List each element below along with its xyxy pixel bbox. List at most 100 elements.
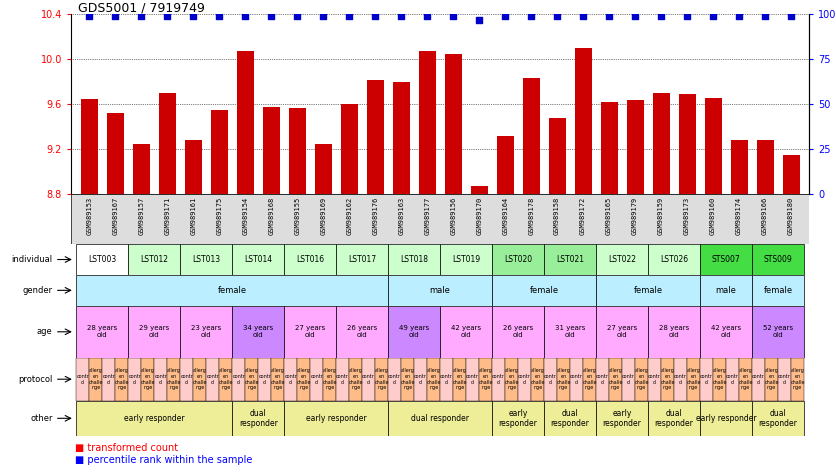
Bar xyxy=(284,401,388,436)
Point xyxy=(161,12,174,20)
Text: GSM989179: GSM989179 xyxy=(632,197,638,235)
Bar xyxy=(791,358,804,401)
Text: GSM989164: GSM989164 xyxy=(502,197,508,235)
Bar xyxy=(505,358,518,401)
Text: allerg
en
challe
nge: allerg en challe nge xyxy=(738,368,752,391)
Bar xyxy=(393,82,410,194)
Bar xyxy=(544,358,557,401)
Text: individual: individual xyxy=(12,255,53,264)
Bar xyxy=(471,186,487,194)
Bar xyxy=(232,306,284,358)
Text: female: female xyxy=(217,286,247,295)
Point xyxy=(238,12,252,20)
Text: LST017: LST017 xyxy=(348,255,376,264)
Text: early responder: early responder xyxy=(696,414,757,423)
Bar xyxy=(674,358,687,401)
Point xyxy=(577,12,590,20)
Bar xyxy=(414,358,427,401)
Bar xyxy=(89,358,102,401)
Point xyxy=(212,12,226,20)
Point xyxy=(784,12,798,20)
Bar xyxy=(128,306,181,358)
Point xyxy=(186,12,200,20)
Bar xyxy=(557,358,570,401)
Text: allerg
en
challe
nge: allerg en challe nge xyxy=(323,368,337,391)
Text: contr
ol: contr ol xyxy=(544,374,557,384)
Point xyxy=(629,12,642,20)
Bar xyxy=(324,358,336,401)
Bar xyxy=(492,401,544,436)
Text: GSM989176: GSM989176 xyxy=(372,197,378,235)
Text: GSM989175: GSM989175 xyxy=(217,197,222,235)
Text: contr
ol: contr ol xyxy=(441,374,453,384)
Text: allerg
en
challe
nge: allerg en challe nge xyxy=(790,368,805,391)
Bar xyxy=(181,306,232,358)
Bar xyxy=(648,244,700,275)
Text: contr
ol: contr ol xyxy=(570,374,583,384)
Bar xyxy=(440,306,492,358)
Text: allerg
en
challe
nge: allerg en challe nge xyxy=(115,368,129,391)
Text: 28 years
old: 28 years old xyxy=(659,325,689,338)
Bar xyxy=(522,78,539,194)
Point xyxy=(369,12,382,20)
Bar xyxy=(466,358,479,401)
Text: allerg
en
challe
nge: allerg en challe nge xyxy=(166,368,181,391)
Text: LST019: LST019 xyxy=(452,255,480,264)
Text: GSM989170: GSM989170 xyxy=(477,197,482,235)
Text: allerg
en
challe
nge: allerg en challe nge xyxy=(192,368,207,391)
Text: allerg
en
challe
nge: allerg en challe nge xyxy=(140,368,155,391)
Bar xyxy=(427,358,440,401)
Bar xyxy=(232,244,284,275)
Text: GSM989159: GSM989159 xyxy=(658,197,664,235)
Text: contr
ol: contr ol xyxy=(752,374,765,384)
Text: STS007: STS007 xyxy=(711,255,741,264)
Text: gender: gender xyxy=(23,286,53,295)
Text: 49 years
old: 49 years old xyxy=(399,325,430,338)
Text: early responder: early responder xyxy=(306,414,366,423)
Bar xyxy=(548,118,566,194)
Bar xyxy=(492,306,544,358)
Bar xyxy=(76,244,128,275)
Text: contr
ol: contr ol xyxy=(181,374,193,384)
Text: GSM989158: GSM989158 xyxy=(554,197,560,235)
Bar xyxy=(76,306,128,358)
Bar xyxy=(492,358,505,401)
Text: contr
ol: contr ol xyxy=(102,374,115,384)
Point xyxy=(498,12,512,20)
Bar xyxy=(627,100,644,194)
Text: LST018: LST018 xyxy=(400,255,428,264)
Bar xyxy=(367,80,384,194)
Bar xyxy=(219,358,232,401)
Bar xyxy=(596,401,648,436)
Bar xyxy=(544,244,596,275)
Bar xyxy=(419,51,436,194)
Bar xyxy=(713,358,726,401)
Bar xyxy=(544,401,596,436)
Bar xyxy=(440,244,492,275)
Text: allerg
en
challe
nge: allerg en challe nge xyxy=(609,368,623,391)
Bar xyxy=(284,244,336,275)
Text: 26 years
old: 26 years old xyxy=(347,325,377,338)
Bar xyxy=(107,113,124,194)
Text: female: female xyxy=(763,286,793,295)
Text: GSM989157: GSM989157 xyxy=(138,197,145,235)
Text: contr
ol: contr ol xyxy=(596,374,609,384)
Bar xyxy=(232,358,245,401)
Text: contr
ol: contr ol xyxy=(155,374,167,384)
Text: allerg
en
challe
nge: allerg en challe nge xyxy=(349,368,363,391)
Text: GSM989169: GSM989169 xyxy=(320,197,326,235)
Bar xyxy=(185,140,201,194)
Bar xyxy=(76,358,89,401)
Text: contr
ol: contr ol xyxy=(414,374,427,384)
Bar xyxy=(232,401,284,436)
Text: allerg
en
challe
nge: allerg en challe nge xyxy=(557,368,571,391)
Text: GSM989154: GSM989154 xyxy=(242,197,248,235)
Text: 23 years
old: 23 years old xyxy=(191,325,222,338)
Text: male: male xyxy=(716,286,737,295)
Text: GSM989161: GSM989161 xyxy=(191,197,196,235)
Text: contr
ol: contr ol xyxy=(388,374,401,384)
Bar xyxy=(731,140,747,194)
Bar xyxy=(596,306,648,358)
Bar xyxy=(648,401,700,436)
Text: allerg
en
challe
nge: allerg en challe nge xyxy=(271,368,285,391)
